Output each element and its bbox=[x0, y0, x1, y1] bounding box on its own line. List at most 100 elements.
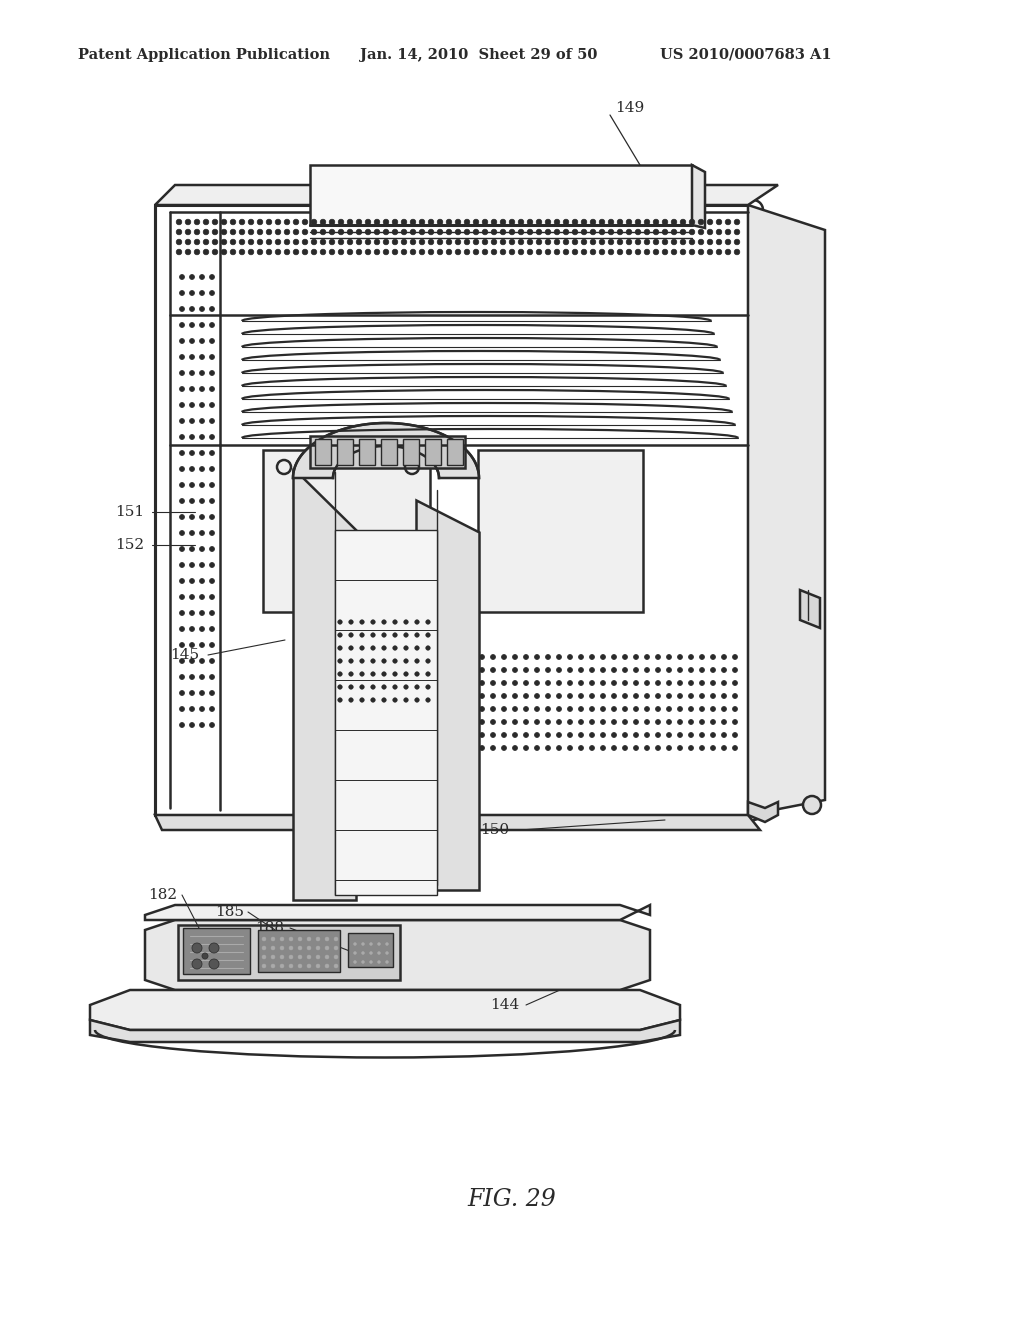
Circle shape bbox=[325, 954, 329, 960]
Circle shape bbox=[403, 685, 409, 689]
Circle shape bbox=[200, 499, 205, 503]
Circle shape bbox=[366, 230, 371, 235]
Circle shape bbox=[464, 239, 470, 244]
Circle shape bbox=[732, 693, 737, 698]
Circle shape bbox=[688, 668, 693, 672]
Circle shape bbox=[678, 733, 683, 738]
Circle shape bbox=[698, 239, 703, 244]
Circle shape bbox=[179, 306, 184, 312]
Circle shape bbox=[725, 219, 731, 224]
Circle shape bbox=[212, 219, 218, 224]
Circle shape bbox=[590, 249, 596, 255]
Circle shape bbox=[209, 960, 219, 969]
Circle shape bbox=[349, 698, 353, 702]
Circle shape bbox=[329, 249, 335, 255]
Circle shape bbox=[716, 249, 722, 255]
Circle shape bbox=[599, 249, 605, 255]
Circle shape bbox=[210, 531, 214, 536]
Circle shape bbox=[426, 620, 430, 624]
Text: 150: 150 bbox=[480, 822, 509, 837]
Circle shape bbox=[382, 698, 386, 702]
Circle shape bbox=[671, 249, 677, 255]
Circle shape bbox=[537, 230, 542, 235]
Circle shape bbox=[655, 719, 660, 725]
Circle shape bbox=[179, 690, 184, 696]
Circle shape bbox=[572, 239, 578, 244]
Circle shape bbox=[189, 434, 195, 440]
Circle shape bbox=[527, 239, 532, 244]
Circle shape bbox=[338, 698, 342, 702]
Circle shape bbox=[732, 668, 737, 672]
Circle shape bbox=[415, 672, 419, 676]
Circle shape bbox=[179, 659, 184, 664]
Circle shape bbox=[608, 230, 613, 235]
Circle shape bbox=[711, 655, 716, 660]
Circle shape bbox=[689, 230, 695, 235]
Circle shape bbox=[200, 434, 205, 440]
Circle shape bbox=[617, 249, 623, 255]
Circle shape bbox=[546, 719, 551, 725]
Circle shape bbox=[185, 239, 190, 244]
Text: 151: 151 bbox=[115, 506, 144, 519]
Circle shape bbox=[634, 655, 639, 660]
Circle shape bbox=[189, 306, 195, 312]
Circle shape bbox=[257, 219, 263, 224]
Circle shape bbox=[512, 746, 517, 751]
Circle shape bbox=[189, 338, 195, 343]
Circle shape bbox=[611, 655, 616, 660]
Circle shape bbox=[189, 643, 195, 648]
Circle shape bbox=[349, 672, 353, 676]
Circle shape bbox=[212, 239, 218, 244]
Circle shape bbox=[280, 946, 284, 950]
Circle shape bbox=[289, 954, 293, 960]
Circle shape bbox=[403, 645, 409, 651]
Circle shape bbox=[200, 466, 205, 471]
Circle shape bbox=[210, 659, 214, 664]
Circle shape bbox=[556, 733, 561, 738]
Circle shape bbox=[262, 937, 266, 941]
Circle shape bbox=[546, 733, 551, 738]
Bar bbox=[403, 440, 419, 465]
Circle shape bbox=[446, 249, 452, 255]
Circle shape bbox=[210, 515, 214, 520]
Circle shape bbox=[623, 719, 628, 725]
Circle shape bbox=[189, 562, 195, 568]
Circle shape bbox=[349, 685, 353, 689]
Circle shape bbox=[298, 964, 302, 968]
Circle shape bbox=[688, 733, 693, 738]
Circle shape bbox=[179, 706, 184, 711]
Circle shape bbox=[502, 719, 507, 725]
Polygon shape bbox=[310, 436, 465, 469]
Circle shape bbox=[732, 719, 737, 725]
Circle shape bbox=[509, 230, 515, 235]
Circle shape bbox=[210, 578, 214, 583]
Circle shape bbox=[545, 230, 551, 235]
Circle shape bbox=[293, 219, 299, 224]
Circle shape bbox=[518, 230, 524, 235]
Circle shape bbox=[359, 659, 365, 663]
Circle shape bbox=[212, 249, 218, 255]
Text: 145: 145 bbox=[170, 648, 199, 663]
Circle shape bbox=[302, 239, 308, 244]
Circle shape bbox=[289, 946, 293, 950]
Circle shape bbox=[572, 230, 578, 235]
Circle shape bbox=[689, 219, 695, 224]
Circle shape bbox=[635, 230, 641, 235]
Circle shape bbox=[608, 219, 613, 224]
Circle shape bbox=[527, 249, 532, 255]
Circle shape bbox=[189, 706, 195, 711]
Circle shape bbox=[302, 230, 308, 235]
Circle shape bbox=[680, 230, 686, 235]
Circle shape bbox=[195, 230, 200, 235]
Text: 188: 188 bbox=[255, 921, 284, 935]
Circle shape bbox=[464, 219, 470, 224]
Circle shape bbox=[338, 239, 344, 244]
Circle shape bbox=[393, 685, 397, 689]
Circle shape bbox=[401, 249, 407, 255]
Circle shape bbox=[502, 693, 507, 698]
Circle shape bbox=[582, 219, 587, 224]
Circle shape bbox=[189, 450, 195, 455]
Text: 152: 152 bbox=[115, 539, 144, 552]
Circle shape bbox=[195, 249, 200, 255]
Circle shape bbox=[535, 655, 540, 660]
